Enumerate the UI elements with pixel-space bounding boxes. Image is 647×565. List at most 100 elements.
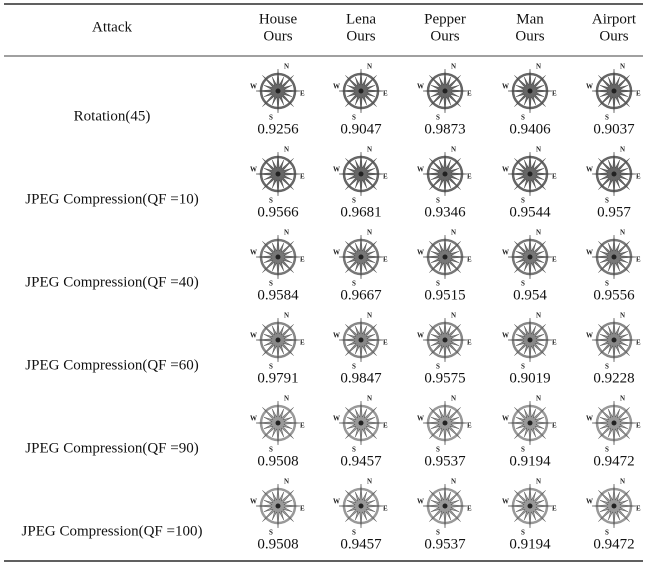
compass-hub — [359, 504, 364, 509]
compass-s: S — [352, 529, 356, 537]
compass-s: S — [605, 529, 609, 537]
compass-hub — [612, 255, 617, 260]
compass-n: N — [367, 478, 372, 486]
compass-w: W — [250, 249, 257, 257]
attack-label: JPEG Compression(QF =90) — [25, 440, 198, 456]
compass-w: W — [417, 498, 424, 506]
compass-n: N — [367, 229, 372, 237]
compass-n: N — [620, 395, 625, 403]
compass-w: W — [333, 166, 340, 174]
score: 0.9457 — [340, 453, 382, 469]
compass-w: W — [250, 332, 257, 340]
compass-s: S — [605, 280, 609, 288]
compass-s: S — [436, 529, 440, 537]
compass-w: W — [417, 249, 424, 257]
compass-w: W — [502, 166, 509, 174]
results-table: AttackHouseOursLenaOursPepperOursManOurs… — [0, 0, 647, 565]
compass-n: N — [284, 395, 289, 403]
compass-n: N — [536, 478, 541, 486]
score: 0.9791 — [257, 370, 298, 386]
compass-e: E — [383, 256, 388, 264]
compass-hub — [276, 504, 281, 509]
compass-n: N — [451, 63, 456, 71]
compass-w: W — [250, 498, 257, 506]
score: 0.9194 — [509, 536, 551, 552]
compass-w: W — [586, 498, 593, 506]
compass-n: N — [536, 312, 541, 320]
compass-e: E — [552, 173, 557, 181]
compass-hub — [528, 172, 533, 177]
compass-w: W — [417, 83, 424, 91]
compass-e: E — [552, 339, 557, 347]
compass-hub — [443, 338, 448, 343]
score: 0.957 — [597, 204, 631, 220]
compass-w: W — [502, 415, 509, 423]
compass-s: S — [352, 114, 356, 122]
compass-w: W — [250, 83, 257, 91]
compass-w: W — [333, 249, 340, 257]
compass-e: E — [300, 173, 305, 181]
compass-s: S — [269, 446, 273, 454]
header-image: Man — [516, 11, 544, 27]
compass-hub — [528, 421, 533, 426]
compass-e: E — [300, 256, 305, 264]
compass-s: S — [521, 446, 525, 454]
compass-s: S — [521, 280, 525, 288]
compass-w: W — [333, 415, 340, 423]
compass-e: E — [467, 505, 472, 513]
score: 0.9566 — [257, 204, 299, 220]
compass-n: N — [536, 63, 541, 71]
compass-n: N — [451, 478, 456, 486]
score: 0.9406 — [509, 121, 551, 137]
compass-hub — [359, 255, 364, 260]
compass-s: S — [269, 363, 273, 371]
header-cell: Attack — [92, 19, 132, 35]
compass-hub — [612, 421, 617, 426]
compass-s: S — [605, 363, 609, 371]
compass-s: S — [521, 529, 525, 537]
compass-w: W — [502, 83, 509, 91]
compass-w: W — [333, 332, 340, 340]
compass-s: S — [521, 363, 525, 371]
compass-s: S — [269, 197, 273, 205]
compass-s: S — [352, 446, 356, 454]
compass-s: S — [436, 280, 440, 288]
compass-hub — [359, 338, 364, 343]
compass-hub — [359, 421, 364, 426]
compass-n: N — [367, 146, 372, 154]
header-method: Ours — [599, 28, 628, 44]
score: 0.9681 — [340, 204, 381, 220]
compass-hub — [276, 421, 281, 426]
attack-label: JPEG Compression(QF =10) — [25, 191, 198, 207]
compass-n: N — [451, 395, 456, 403]
compass-hub — [443, 89, 448, 94]
compass-e: E — [300, 90, 305, 98]
compass-s: S — [521, 197, 525, 205]
score: 0.9556 — [593, 287, 635, 303]
compass-w: W — [417, 415, 424, 423]
score: 0.9515 — [424, 287, 465, 303]
score: 0.9537 — [424, 536, 466, 552]
compass-e: E — [467, 422, 472, 430]
compass-n: N — [620, 312, 625, 320]
score: 0.9584 — [257, 287, 299, 303]
score: 0.9472 — [593, 453, 634, 469]
compass-hub — [359, 89, 364, 94]
compass-hub — [612, 338, 617, 343]
compass-s: S — [352, 280, 356, 288]
compass-e: E — [552, 90, 557, 98]
score: 0.9194 — [509, 453, 551, 469]
compass-w: W — [417, 332, 424, 340]
compass-s: S — [605, 197, 609, 205]
compass-w: W — [502, 332, 509, 340]
compass-s: S — [521, 114, 525, 122]
